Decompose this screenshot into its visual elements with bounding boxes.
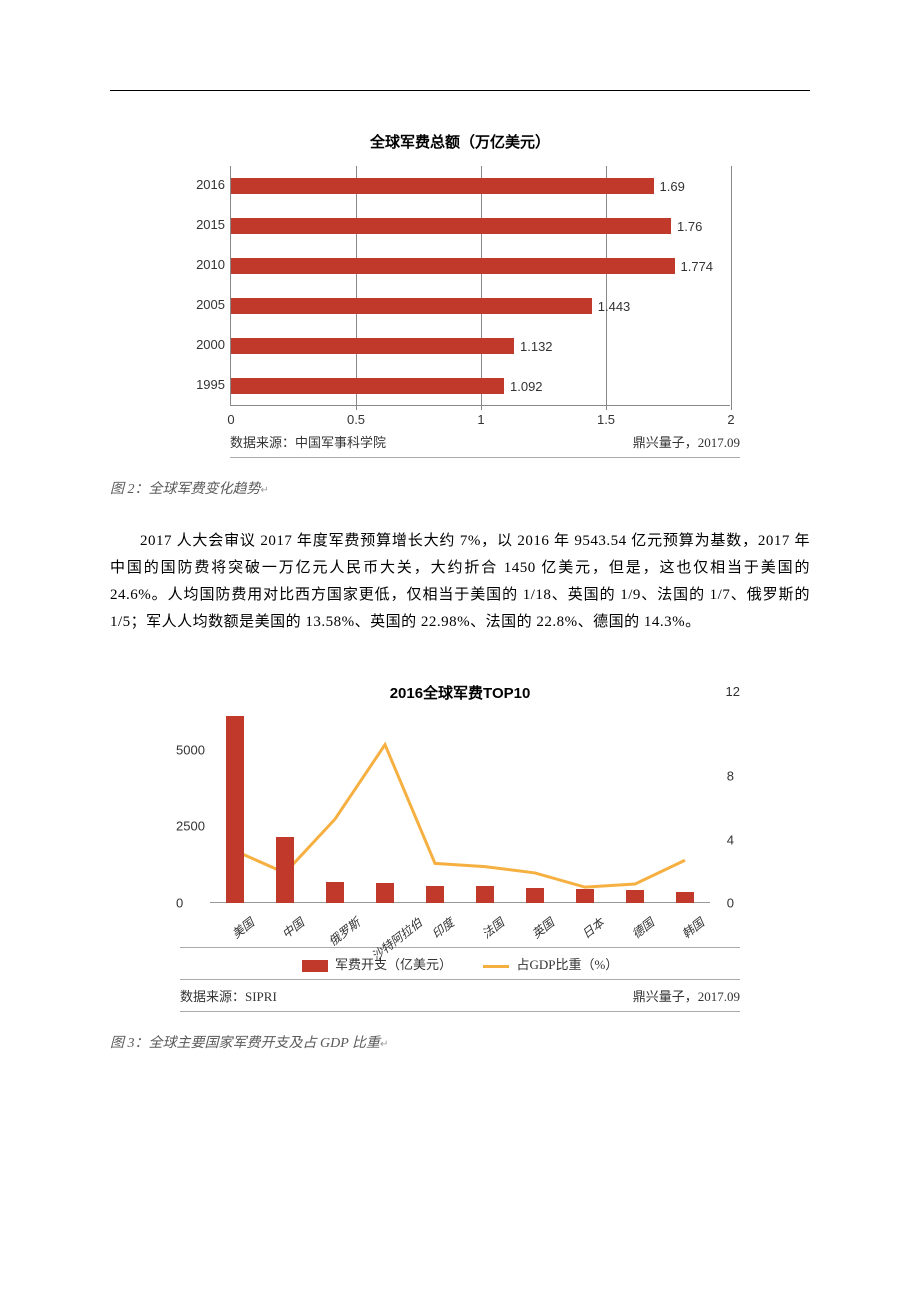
chart1-xtick: 0.5 <box>347 412 365 427</box>
chart2-left-tick: 5000 <box>176 742 205 757</box>
chart2-source-row: 数据来源：SIPRI 鼎兴量子，2017.09 <box>180 979 740 1012</box>
chart2-source-left: 数据来源：SIPRI <box>180 986 277 1005</box>
chart2-right-top-tick: 12 <box>726 684 740 699</box>
chart2-bar <box>276 837 294 903</box>
chart-top10-military: 2016全球军费TOP10 12 025005000048美国中国俄罗斯沙特阿拉… <box>180 682 740 1012</box>
legend-bar-swatch <box>302 960 328 972</box>
chart1-ycat: 1995 <box>185 377 225 392</box>
chart2-xcat: 日本 <box>578 914 607 942</box>
chart2-bar <box>526 888 544 903</box>
chart2-bar <box>326 882 344 903</box>
chart2-right-tick: 0 <box>727 896 734 911</box>
chart1-source-row: 数据来源：中国军事科学院 鼎兴量子，2017.09 <box>230 432 740 458</box>
chart2-legend: 军费开支（亿美元） 占GDP比重（%） <box>180 947 740 979</box>
chart1-xtick: 1 <box>477 412 484 427</box>
chart1-bar <box>231 298 592 314</box>
chart2-left-tick: 0 <box>176 896 183 911</box>
chart2-bar <box>476 886 494 903</box>
chart2-title: 2016全球军费TOP10 12 <box>180 682 740 703</box>
chart1-xtick: 2 <box>727 412 734 427</box>
chart1-bar <box>231 178 654 194</box>
chart1-bar-value: 1.132 <box>520 339 553 354</box>
figure3-caption: 图 3：全球主要国家军费开支及占 GDP 比重↵ <box>110 1032 810 1052</box>
chart1-bar-value: 1.443 <box>598 299 631 314</box>
chart2-right-tick: 4 <box>727 832 734 847</box>
page-top-rule <box>110 90 810 91</box>
chart2-plot: 025005000048美国中国俄罗斯沙特阿拉伯印度法国英国日本德国韩国 <box>210 713 710 903</box>
chart1-source-left: 数据来源：中国军事科学院 <box>230 432 386 451</box>
chart2-xcat: 德国 <box>628 914 657 942</box>
chart2-source-right: 鼎兴量子，2017.09 <box>633 986 740 1005</box>
chart2-right-tick: 8 <box>727 769 734 784</box>
chart1-ycat: 2010 <box>185 257 225 272</box>
chart1-bar <box>231 218 671 234</box>
chart2-bar <box>626 890 644 903</box>
chart2-xcat: 印度 <box>428 914 457 942</box>
chart1-ycat: 2000 <box>185 337 225 352</box>
chart1-bar-value: 1.76 <box>677 219 702 234</box>
chart2-bar <box>426 886 444 903</box>
chart2-left-tick: 2500 <box>176 819 205 834</box>
chart1-ycat: 2005 <box>185 297 225 312</box>
chart2-bar <box>576 889 594 903</box>
chart2-xcat: 法国 <box>478 914 507 942</box>
chart1-bar <box>231 258 675 274</box>
chart1-source-right: 鼎兴量子，2017.09 <box>633 432 740 451</box>
chart2-xcat: 美国 <box>228 914 257 942</box>
chart1-ycat: 2015 <box>185 217 225 232</box>
legend-line-swatch <box>483 965 509 968</box>
chart1-bar-value: 1.774 <box>681 259 714 274</box>
chart1-title: 全球军费总额（万亿美元） <box>180 131 740 152</box>
chart2-xcat: 韩国 <box>678 914 707 942</box>
chart1-bar <box>231 378 504 394</box>
chart2-xcat: 俄罗斯 <box>325 914 364 950</box>
chart2-bar <box>226 716 244 903</box>
chart2-xcat: 英国 <box>528 914 557 942</box>
chart1-ycat: 2016 <box>185 177 225 192</box>
legend-line-label: 占GDP比重（%） <box>516 957 618 972</box>
body-paragraph: 2017 人大会审议 2017 年度军费预算增长大约 7%，以 2016 年 9… <box>110 528 810 636</box>
figure2-caption: 图 2：全球军费变化趋势↵ <box>110 478 810 498</box>
chart-global-military-total: 全球军费总额（万亿美元） 00.511.521.6920161.7620151.… <box>180 131 740 458</box>
chart1-bar-value: 1.69 <box>660 179 685 194</box>
chart2-bar <box>376 883 394 903</box>
chart1-bar <box>231 338 514 354</box>
chart1-xtick: 0 <box>227 412 234 427</box>
chart2-xcat: 中国 <box>278 914 307 942</box>
chart1-plot: 00.511.521.6920161.7620151.77420101.4432… <box>230 166 730 406</box>
chart2-bar <box>676 892 694 903</box>
legend-bar-label: 军费开支（亿美元） <box>335 957 452 972</box>
chart1-bar-value: 1.092 <box>510 379 543 394</box>
chart1-xtick: 1.5 <box>597 412 615 427</box>
